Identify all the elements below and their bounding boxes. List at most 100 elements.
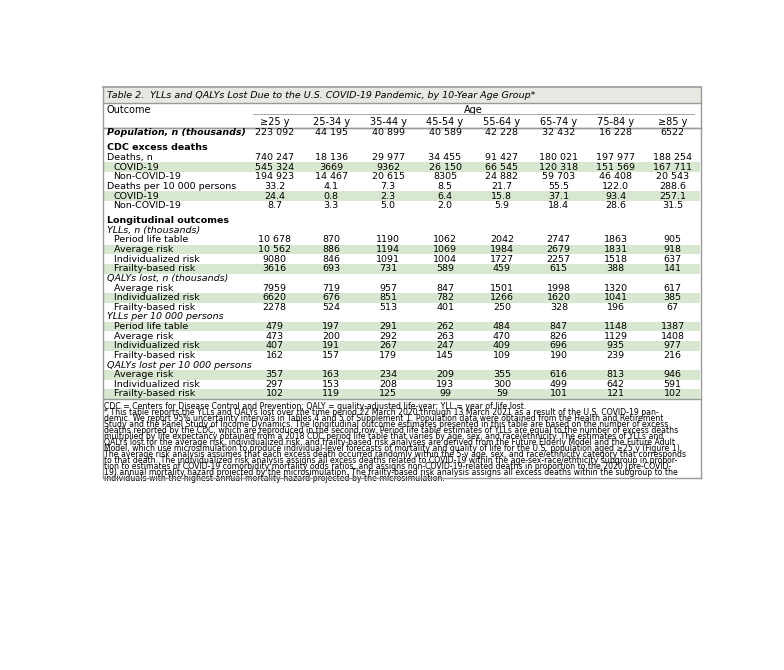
Text: CDC excess deaths: CDC excess deaths [107,143,207,152]
Text: demic. We report 95% uncertainty intervals in Tables 4 and 5 of Supplement 1. Po: demic. We report 95% uncertainty interva… [104,414,663,423]
Text: 826: 826 [550,332,568,341]
Text: 1984: 1984 [490,245,514,254]
Text: 31.5: 31.5 [662,201,683,210]
Text: 188 254: 188 254 [653,153,692,162]
Text: 977: 977 [663,341,681,350]
Text: CDC = Centers for Disease Control and Prevention; QALY = quality-adjusted life-y: CDC = Centers for Disease Control and Pr… [104,402,527,411]
Text: Frailty-based risk: Frailty-based risk [114,351,194,360]
Text: 10 562: 10 562 [258,245,291,254]
Text: 197: 197 [322,322,340,331]
Text: Longitudinal outcomes: Longitudinal outcomes [107,216,228,225]
Text: 1004: 1004 [433,255,457,264]
Text: 1863: 1863 [604,235,628,245]
Text: 145: 145 [436,351,454,360]
Text: 55-64 y: 55-64 y [484,117,521,127]
Text: 905: 905 [663,235,681,245]
Text: Frailty-based risk: Frailty-based risk [114,389,194,399]
Text: 196: 196 [607,303,625,312]
Text: Individualized risk: Individualized risk [114,380,199,389]
Text: Deaths per 10 000 persons: Deaths per 10 000 persons [107,182,236,191]
Text: Population, n (thousands): Population, n (thousands) [107,129,245,137]
Text: 1620: 1620 [546,293,571,302]
Text: 740 247: 740 247 [255,153,294,162]
Text: 409: 409 [493,341,511,350]
Text: 5.0: 5.0 [381,201,396,210]
Text: 642: 642 [607,380,625,389]
Text: 2.0: 2.0 [437,201,452,210]
Text: Outcome: Outcome [107,105,151,115]
Text: 846: 846 [322,255,340,264]
Text: 209: 209 [436,371,454,379]
Bar [103,86,701,103]
Text: 8.5: 8.5 [437,182,452,191]
Text: 239: 239 [607,351,625,360]
Text: 357: 357 [266,371,284,379]
Text: 267: 267 [379,341,397,350]
Text: 1320: 1320 [604,283,628,293]
Text: 208: 208 [379,380,397,389]
Bar [103,341,700,350]
Text: Individualized risk: Individualized risk [114,341,199,350]
Text: 263: 263 [436,332,454,341]
Text: 179: 179 [379,351,397,360]
Text: 234: 234 [379,371,397,379]
Bar [103,370,700,379]
Bar [103,191,700,201]
Text: 288.6: 288.6 [659,182,686,191]
Text: 1041: 1041 [604,293,628,302]
Text: 693: 693 [322,265,340,273]
Text: 167 711: 167 711 [653,163,692,172]
Text: 262: 262 [436,322,454,331]
Text: 20 543: 20 543 [656,172,689,182]
Text: to that death. The individualized risk analysis assigns all excess deaths relate: to that death. The individualized risk a… [104,456,677,465]
Text: 8.7: 8.7 [267,201,282,210]
Text: 851: 851 [379,293,397,302]
Text: multiplied by life expectancy obtained from a 2018 CDC period life table that va: multiplied by life expectancy obtained f… [104,432,663,441]
Text: 24.4: 24.4 [264,192,285,200]
Text: The average risk analysis assumes that each excess death occurred randomly withi: The average risk analysis assumes that e… [104,450,686,459]
Text: Deaths, n: Deaths, n [107,153,152,162]
Text: 121: 121 [607,389,625,399]
Text: Table 2.  YLLs and QALYs Lost Due to the U.S. COVID-19 Pandemic, by 10-Year Age : Table 2. YLLs and QALYs Lost Due to the … [107,90,535,100]
Text: 473: 473 [266,332,284,341]
Text: 37.1: 37.1 [548,192,569,200]
Text: 407: 407 [266,341,284,350]
Text: Period life table: Period life table [114,322,187,331]
Text: 125: 125 [379,389,397,399]
Text: 7.3: 7.3 [380,182,396,191]
Text: tion to estimates of COVID-19 comorbidity mortality odds ratios, and assigns non: tion to estimates of COVID-19 comorbidit… [104,462,671,471]
Text: 401: 401 [436,303,454,312]
Text: 19) annual mortality hazard projected by the microsimulation. The frailty-based : 19) annual mortality hazard projected by… [104,468,678,477]
Text: 1266: 1266 [490,293,514,302]
Text: 257.1: 257.1 [659,192,686,200]
Text: 151 569: 151 569 [596,163,635,172]
Text: 292: 292 [379,332,397,341]
Text: 524: 524 [322,303,340,312]
Text: 513: 513 [379,303,397,312]
Text: 484: 484 [493,322,511,331]
Text: 14 467: 14 467 [315,172,348,182]
Text: 1727: 1727 [490,255,514,264]
Text: 459: 459 [493,265,511,273]
Text: 385: 385 [663,293,681,302]
Text: 28.6: 28.6 [605,201,626,210]
Text: 870: 870 [322,235,340,245]
Text: 615: 615 [550,265,568,273]
Text: 1194: 1194 [376,245,400,254]
Text: 67: 67 [666,303,678,312]
Text: 4.1: 4.1 [324,182,339,191]
Text: 34 455: 34 455 [429,153,462,162]
Text: 102: 102 [663,389,681,399]
Text: 616: 616 [550,371,568,379]
Text: 1998: 1998 [546,283,571,293]
Text: 26 150: 26 150 [429,163,462,172]
Text: 29 977: 29 977 [372,153,405,162]
Text: 637: 637 [663,255,681,264]
Text: 216: 216 [663,351,681,360]
Text: 813: 813 [607,371,625,379]
Text: 2042: 2042 [490,235,514,245]
Text: 617: 617 [663,283,681,293]
Text: 847: 847 [436,283,454,293]
Text: 1091: 1091 [376,255,400,264]
Text: Individualized risk: Individualized risk [114,293,199,302]
